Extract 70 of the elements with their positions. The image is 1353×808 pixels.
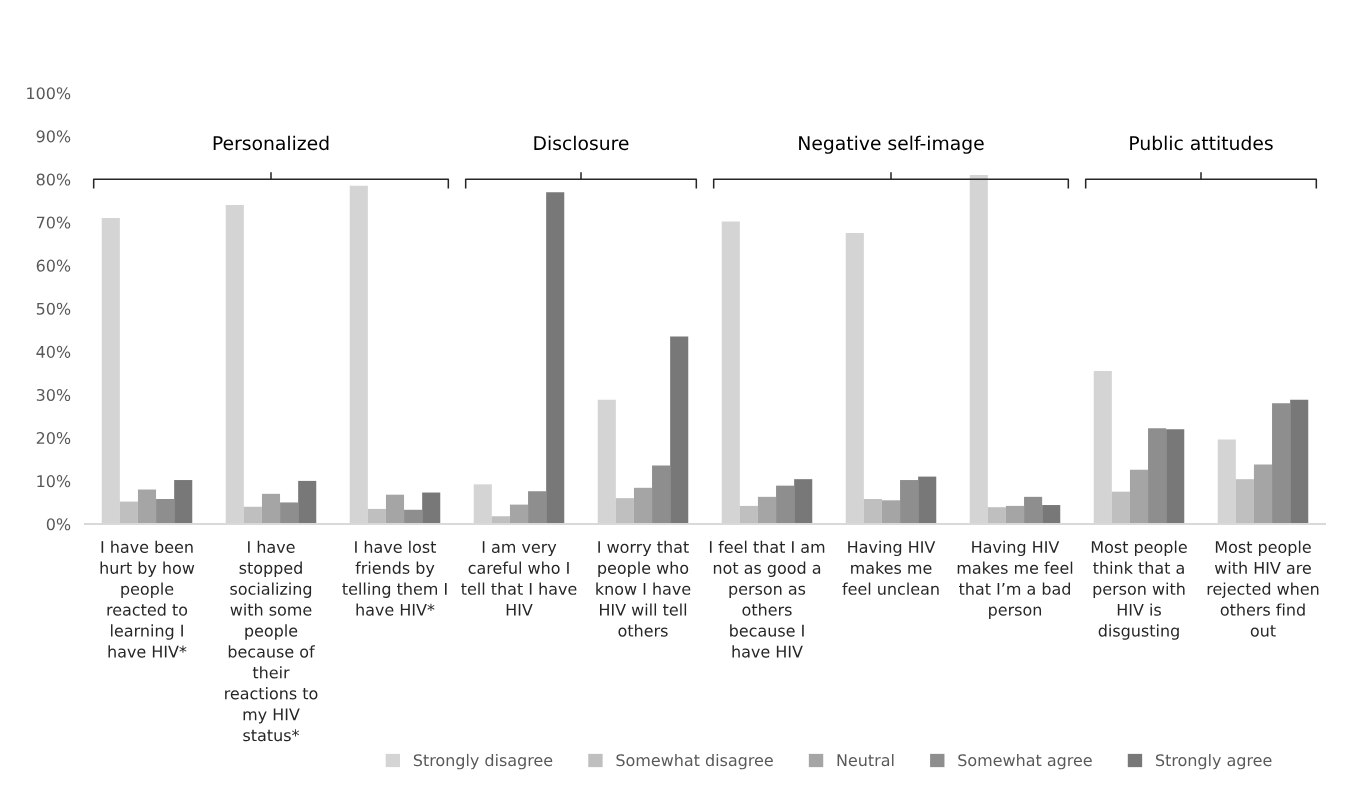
bar <box>1235 479 1254 524</box>
y-tick-label: 70% <box>36 216 71 229</box>
annotation: Personalized <box>213 135 329 151</box>
bar <box>918 476 937 524</box>
category-label: I have stopped socializing with some people because of their reactions to my HIV status* <box>225 540 318 742</box>
x-tick-label: Most people think that a person with HIV is disgusting <box>1091 540 1187 640</box>
bar <box>261 493 281 524</box>
bar <box>987 507 1006 524</box>
bar <box>1253 464 1273 524</box>
bar <box>243 506 262 524</box>
bar <box>367 508 386 524</box>
bar <box>422 492 441 524</box>
x-tick-label: I have been hurt by how people reacted to learning I have HIV* <box>100 540 195 658</box>
bar <box>1290 399 1309 524</box>
y-tick-label: 80% <box>36 173 71 186</box>
x-tick-label: I feel that I am not as good a person as others because I have HIV <box>709 540 825 658</box>
bar <box>615 498 634 524</box>
bar <box>546 192 565 524</box>
bar <box>1129 469 1149 524</box>
bar <box>757 496 777 524</box>
x-tick-label: Having HIV makes me feel that I’m a bad person <box>957 540 1073 619</box>
bar <box>156 499 175 524</box>
x-tick-label: I worry that people who know I have HIV will tell others <box>596 540 691 637</box>
y-tick-label: 100% <box>27 87 71 100</box>
y-tick-label: 60% <box>36 259 71 272</box>
bar <box>1005 505 1025 524</box>
bar <box>1272 403 1291 524</box>
bar <box>1111 491 1130 524</box>
y-tick-label: 40% <box>36 345 71 358</box>
bar <box>1166 429 1185 524</box>
y-tick-label: 90% <box>36 130 71 143</box>
bar <box>1148 428 1167 524</box>
x-tick-label: I am very careful who I tell that I have HIV <box>461 541 577 616</box>
legend-label: Neutral <box>837 753 894 767</box>
bar <box>794 479 813 524</box>
bar <box>1042 505 1061 524</box>
y-tick-label: 50% <box>36 302 71 315</box>
y-tick-label: 20% <box>36 432 71 445</box>
annotation: Public attitudes <box>1130 135 1273 151</box>
bar <box>528 491 547 524</box>
bar <box>633 487 653 524</box>
bar <box>404 509 423 524</box>
bar <box>509 504 529 524</box>
annotation: Negative self-image <box>799 135 984 154</box>
bar <box>739 505 758 524</box>
bar <box>670 336 689 524</box>
x-tick-label: Having HIV makes me feel unclean <box>842 540 939 595</box>
bar <box>385 494 405 524</box>
bar <box>280 502 299 524</box>
legend-label: Somewhat agree <box>958 753 1092 770</box>
annotation: Disclosure <box>534 135 629 151</box>
bar <box>881 500 901 524</box>
bar <box>863 499 882 524</box>
y-tick-label: 10% <box>37 475 71 488</box>
legend-label: Strongly agree <box>1155 753 1272 770</box>
bar <box>652 465 671 524</box>
bar <box>298 480 317 524</box>
bar <box>1024 496 1043 524</box>
y-tick-label: 0% <box>46 518 71 531</box>
bar <box>119 501 138 524</box>
bar <box>491 516 510 524</box>
bar <box>137 489 157 524</box>
legend-label: Somewhat disagree <box>616 753 773 770</box>
legend-label: Strongly disagree <box>413 753 553 770</box>
bar <box>174 480 193 524</box>
bar <box>900 480 919 524</box>
x-tick-label: I have lost friends by telling them I have HIV* <box>342 540 447 616</box>
x-tick-label: Most people with HIV are rejected when others find out <box>1207 540 1319 637</box>
y-tick-label: 30% <box>36 388 71 401</box>
bar <box>776 485 795 524</box>
